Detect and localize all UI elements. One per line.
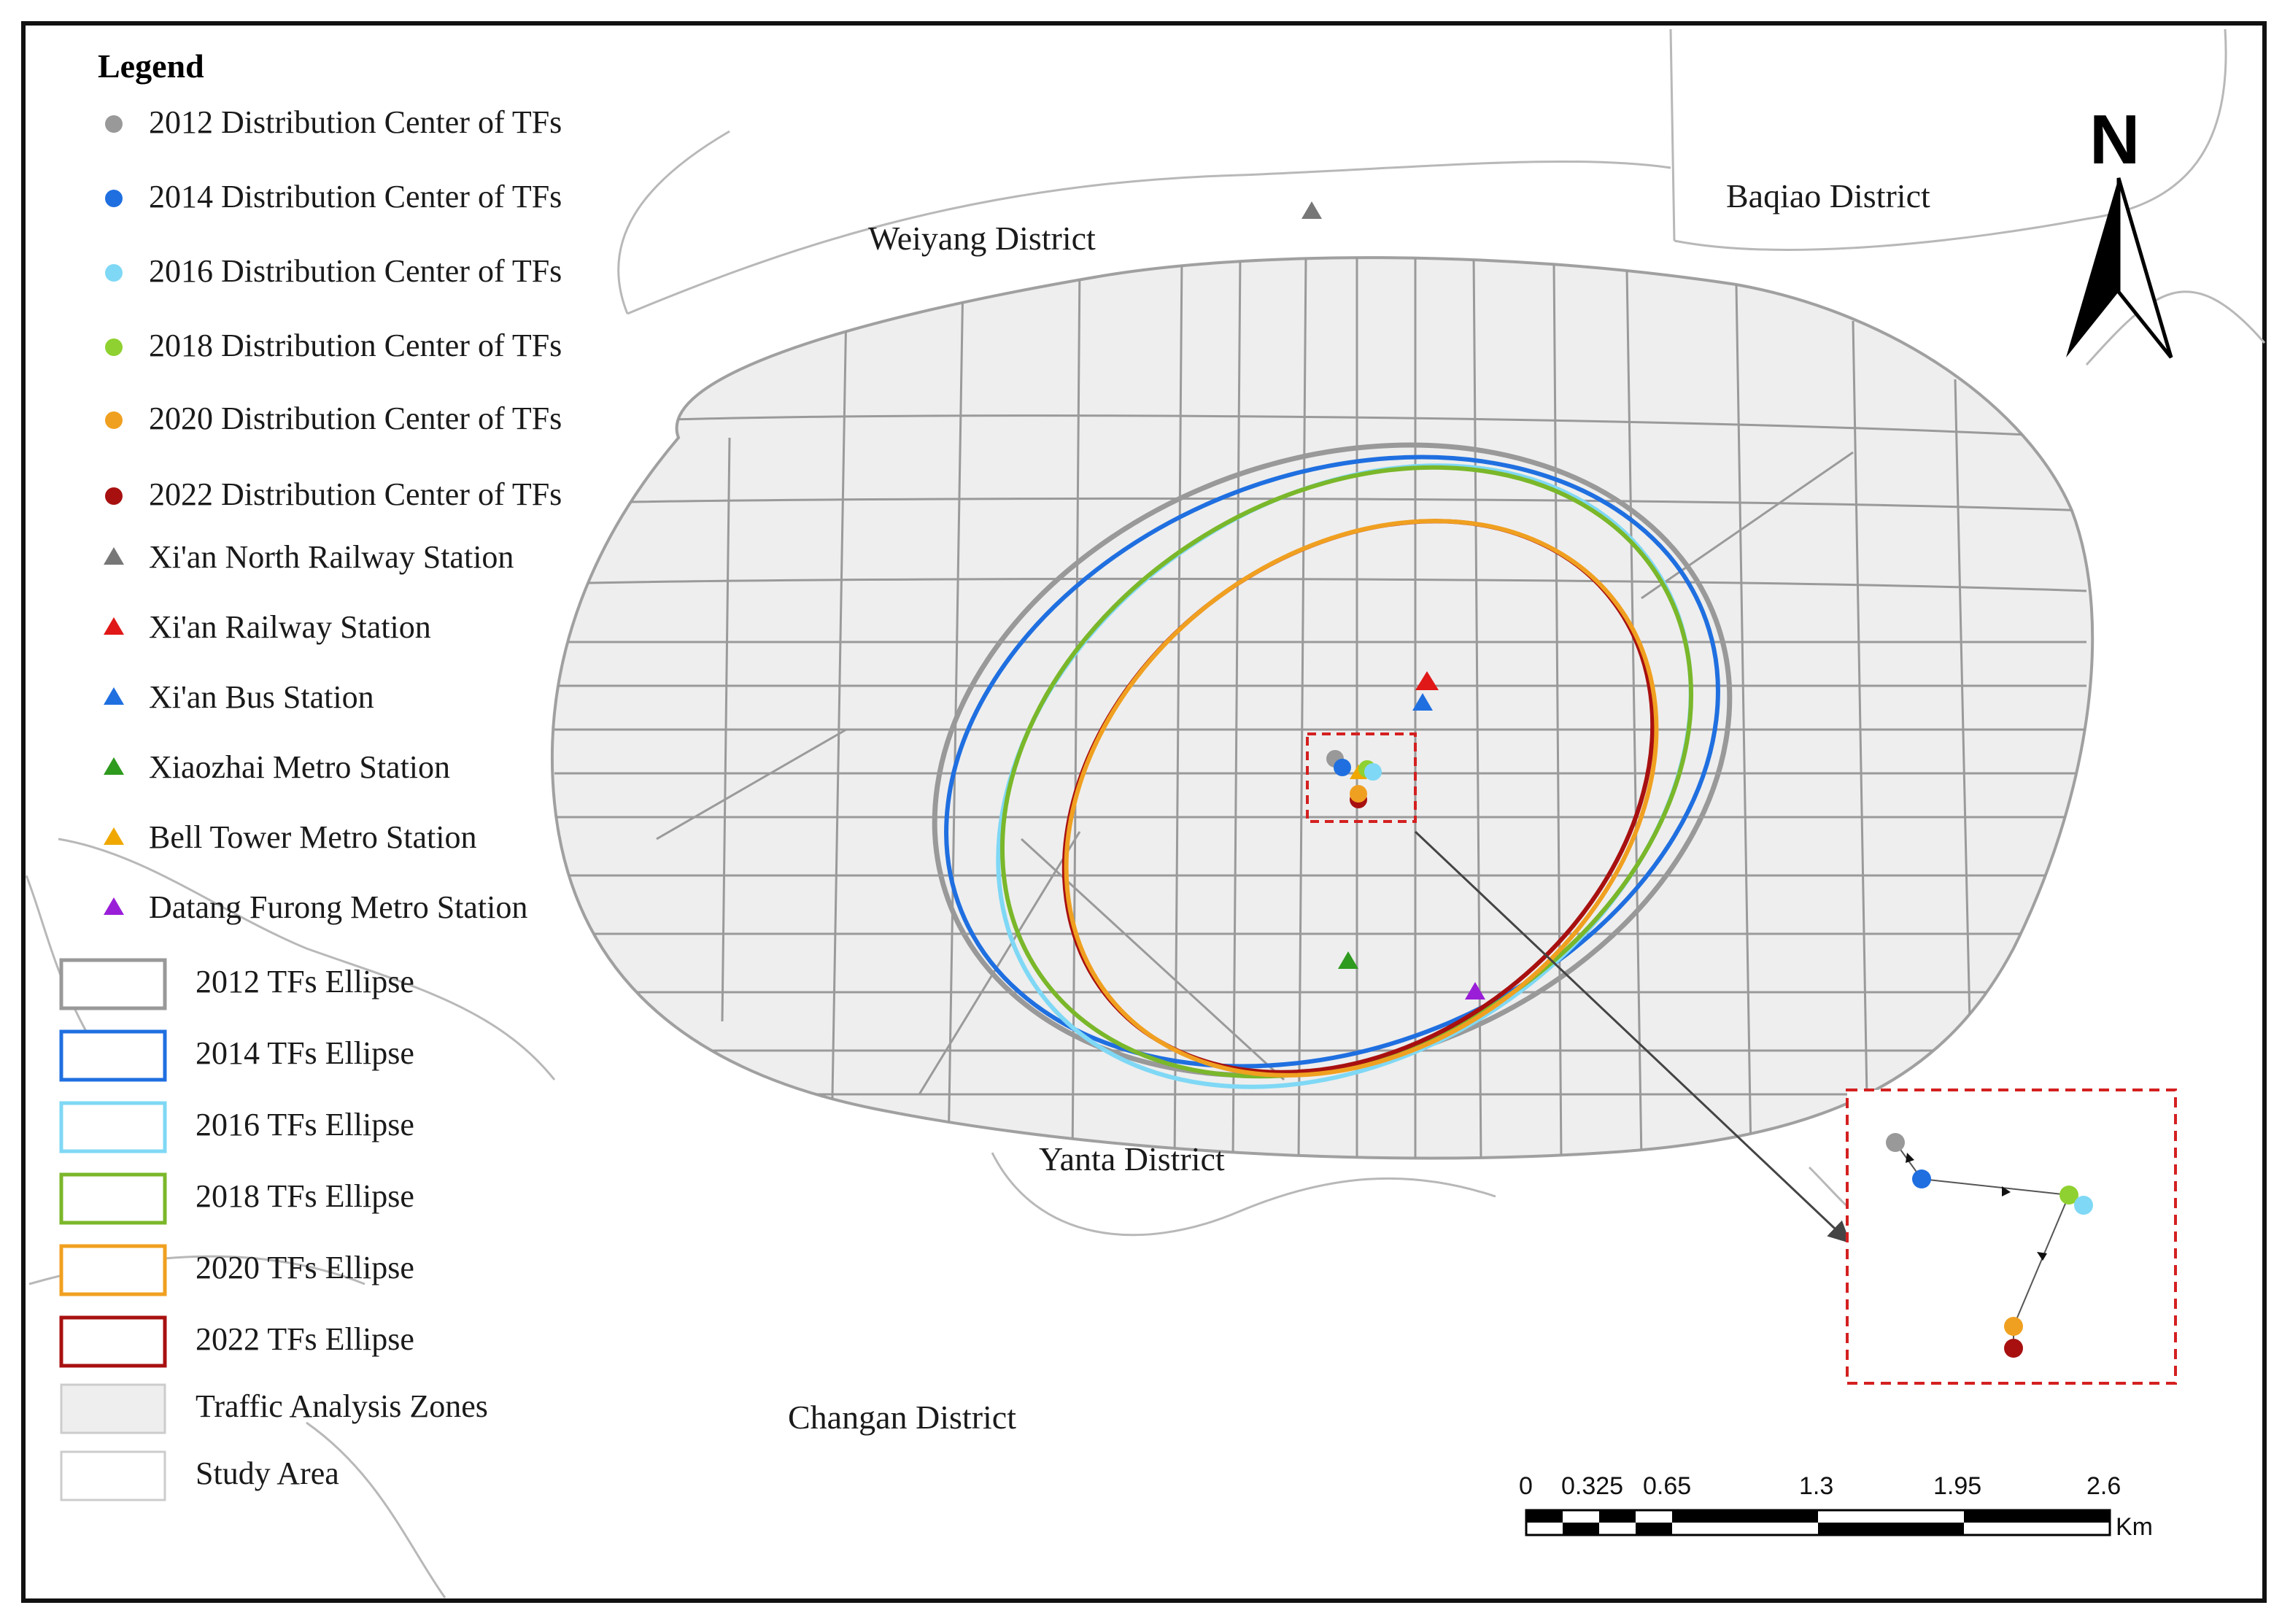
district-changan: Changan District: [788, 1399, 1016, 1436]
legend-label-2020-tfs-ellipse: 2020 TFs Ellipse: [196, 1250, 414, 1285]
legend-label-2020-distribution-center-of-tfs: 2020 Distribution Center of TFs: [149, 401, 562, 436]
legend-symbol-2016-tfs-ellipse: [59, 1101, 167, 1153]
north-label: N: [2089, 101, 2140, 179]
xian-bus-station-marker: [1412, 693, 1433, 711]
legend-symbol-2016-distribution-center-of-tfs: [105, 264, 123, 282]
scale-unit: Km: [2116, 1513, 2153, 1541]
datang-furong-metro-station-marker: [1465, 982, 1485, 999]
legend-symbol-bell-tower-metro-station: [104, 827, 124, 845]
legend-symbol-2012-tfs-ellipse: [59, 958, 167, 1010]
legend-label-xi-an-north-railway-station: Xi'an North Railway Station: [149, 539, 514, 575]
legend-label-xi-an-railway-station: Xi'an Railway Station: [149, 609, 431, 645]
district-yanta: Yanta District: [1039, 1140, 1225, 1178]
north-arrow-icon-right: [2116, 177, 2173, 359]
legend-label-2016-distribution-center-of-tfs: 2016 Distribution Center of TFs: [149, 253, 562, 289]
legend-symbol-2014-distribution-center-of-tfs: [105, 190, 123, 207]
inset-center-2012: [1886, 1133, 1905, 1152]
north-arrow-icon: [2066, 178, 2119, 357]
study-area: [551, 256, 2095, 1160]
scale-tick-5: 2.6: [2086, 1472, 2121, 1500]
inset-center-2014: [1912, 1169, 1931, 1188]
legend-symbol-2022-tfs-ellipse: [59, 1315, 167, 1368]
legend-symbol-traffic-analysis-zones: [60, 1383, 166, 1434]
legend-symbol-2014-tfs-ellipse: [59, 1029, 167, 1082]
legend-label-xiaozhai-metro-station: Xiaozhai Metro Station: [149, 749, 450, 785]
center-2016: [1364, 763, 1382, 781]
legend: Legend 2012 Distribution Center of TFs 20…: [59, 47, 562, 1501]
inset-center-2018: [2059, 1186, 2078, 1205]
legend-symbol-datang-furong-metro-station: [104, 897, 124, 915]
district-baqiao: Baqiao District: [1726, 177, 1930, 214]
legend-symbol-xi-an-railway-station: [104, 617, 124, 635]
legend-title: Legend: [98, 47, 204, 85]
center-2014: [1334, 759, 1351, 776]
legend-label-traffic-analysis-zones: Traffic Analysis Zones: [196, 1388, 488, 1424]
legend-label-2012-tfs-ellipse: 2012 TFs Ellipse: [196, 964, 414, 999]
legend-symbol-study-area: [60, 1450, 166, 1501]
scale-tick-2: 0.65: [1643, 1472, 1691, 1500]
inset-path-arrow: [2002, 1186, 2011, 1196]
inset-center-2022: [2004, 1339, 2023, 1358]
ellipses: [932, 442, 1733, 1089]
legend-label-xi-an-bus-station: Xi'an Bus Station: [149, 679, 374, 715]
scale-tick-3: 1.3: [1799, 1472, 1833, 1500]
inset-path-arrow: [1906, 1153, 1914, 1163]
legend-label-datang-furong-metro-station: Datang Furong Metro Station: [149, 889, 527, 925]
legend-label-2016-tfs-ellipse: 2016 TFs Ellipse: [196, 1107, 414, 1142]
inset-panel: [1846, 1089, 2177, 1385]
xiaozhai-metro-station-marker: [1338, 951, 1358, 969]
legend-symbol-2020-distribution-center-of-tfs: [105, 411, 123, 429]
legend-label-2018-tfs-ellipse: 2018 TFs Ellipse: [196, 1178, 414, 1214]
legend-symbol-2012-distribution-center-of-tfs: [105, 115, 123, 133]
zoom-leader-line: [1414, 830, 1851, 1244]
district-weiyang: Weiyang District: [868, 220, 1096, 257]
legend-symbol-xi-an-bus-station: [104, 687, 124, 705]
inset-path-arrow: [2037, 1252, 2047, 1261]
ellipse-2020: [1064, 519, 1659, 1078]
legend-label-study-area: Study Area: [196, 1455, 339, 1491]
legend-label-bell-tower-metro-station: Bell Tower Metro Station: [149, 819, 477, 855]
xian-railway-station-marker: [1415, 671, 1439, 690]
legend-label-2022-distribution-center-of-tfs: 2022 Distribution Center of TFs: [149, 476, 562, 512]
center-2020: [1350, 785, 1367, 803]
north-arrow: N: [2066, 101, 2173, 359]
inset-center-2016: [2074, 1196, 2093, 1215]
legend-label-2022-tfs-ellipse: 2022 TFs Ellipse: [196, 1321, 414, 1357]
distribution-centers: [1326, 750, 1382, 808]
scale-tick-1: 0.325: [1561, 1472, 1623, 1500]
scale-tick-0: 0: [1519, 1472, 1533, 1500]
zoom-box: [1306, 732, 1417, 823]
traffic-analysis-zones: [551, 256, 2095, 1160]
legend-symbol-2020-tfs-ellipse: [59, 1244, 167, 1296]
legend-label-2014-distribution-center-of-tfs: 2014 Distribution Center of TFs: [149, 179, 562, 214]
legend-label-2014-tfs-ellipse: 2014 TFs Ellipse: [196, 1035, 414, 1071]
xian-north-railway-station-marker: [1301, 201, 1322, 219]
legend-label-2018-distribution-center-of-tfs: 2018 Distribution Center of TFs: [149, 328, 562, 363]
legend-symbol-2018-tfs-ellipse: [59, 1172, 167, 1225]
legend-symbol-2022-distribution-center-of-tfs: [105, 487, 123, 505]
stations: [1301, 201, 1485, 999]
legend-symbol-xi-an-north-railway-station: [104, 547, 124, 565]
legend-label-2012-distribution-center-of-tfs: 2012 Distribution Center of TFs: [149, 104, 562, 140]
legend-symbol-2018-distribution-center-of-tfs: [105, 339, 123, 356]
inset-center-2020: [2004, 1317, 2023, 1336]
scale-bar: 0 0.325 0.65 1.3 1.95 2.6 Km: [1519, 1472, 2153, 1541]
legend-symbol-xiaozhai-metro-station: [104, 757, 124, 775]
scale-tick-4: 1.95: [1933, 1472, 1981, 1500]
ellipse-2014: [944, 455, 1720, 1069]
